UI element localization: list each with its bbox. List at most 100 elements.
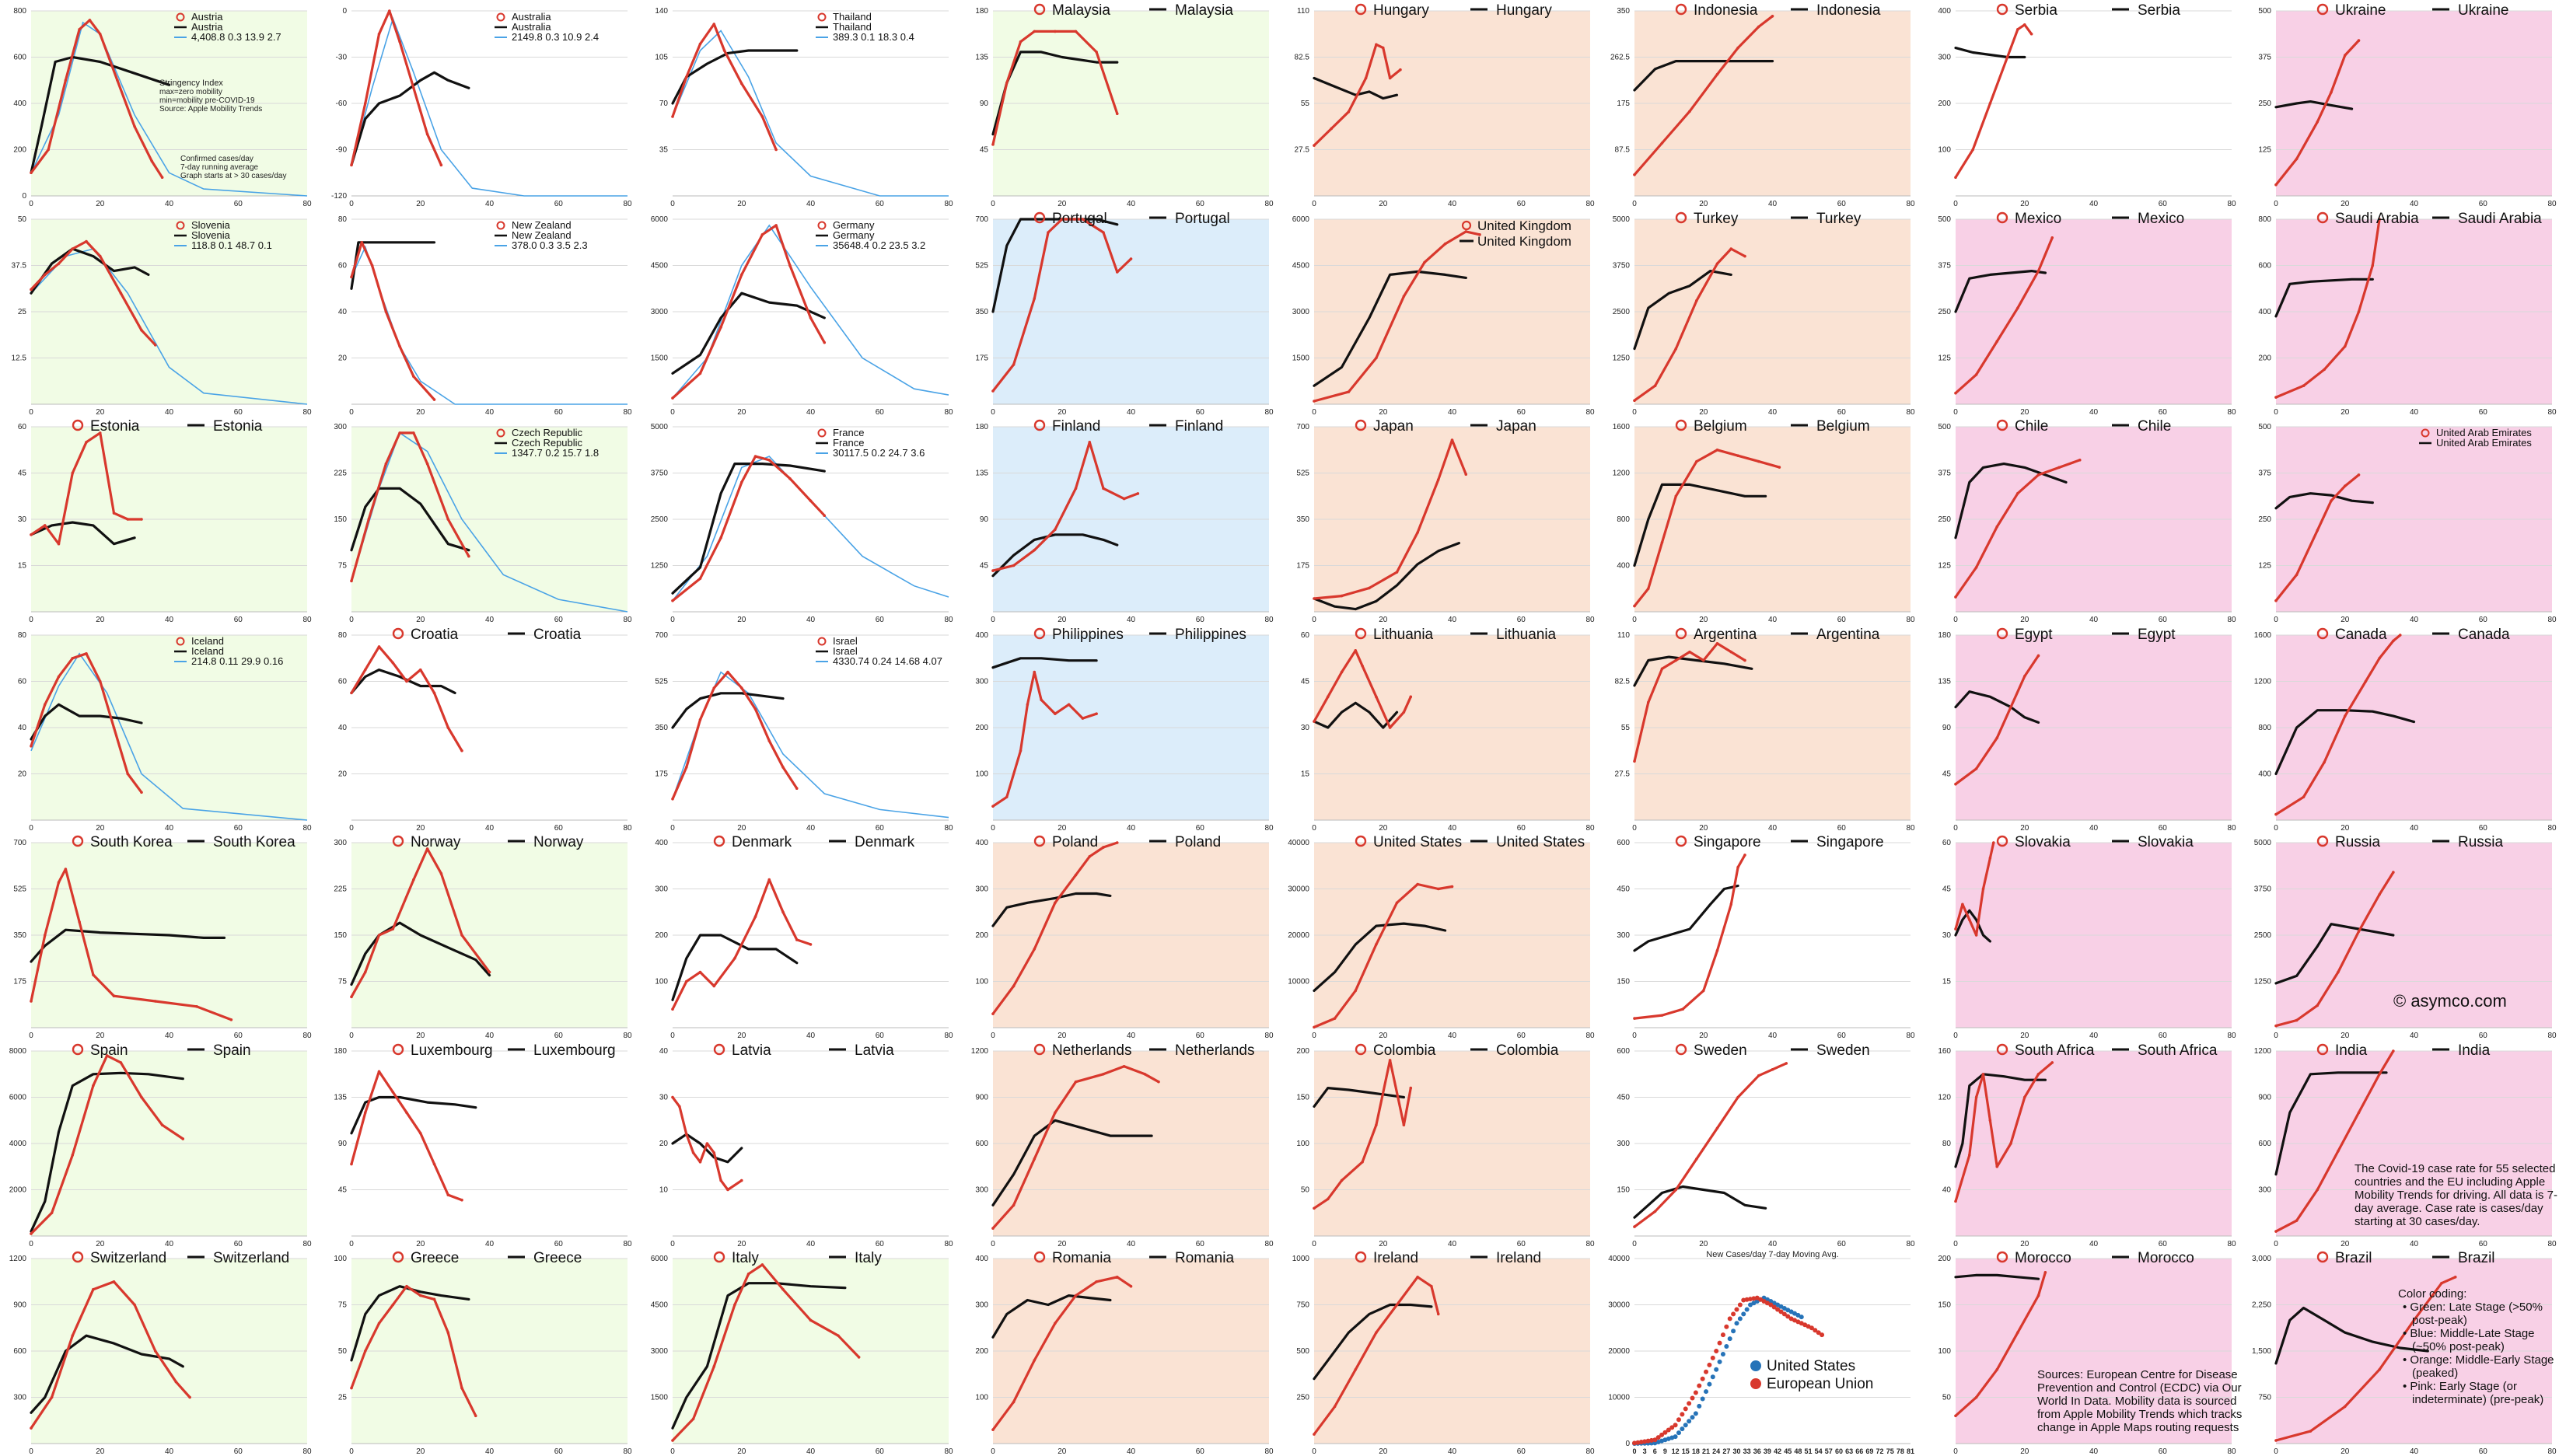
cases-point bbox=[2016, 28, 2019, 31]
legend-cases-marker bbox=[1033, 211, 1046, 224]
cases-point bbox=[1954, 595, 1957, 599]
cases-point bbox=[43, 703, 47, 707]
legend-label: Estonia bbox=[90, 418, 140, 435]
legend-label: Slovenia bbox=[191, 219, 231, 231]
cases-point bbox=[1012, 984, 1016, 988]
legend-cases-marker bbox=[1355, 1251, 1367, 1263]
legend-cases-marker bbox=[72, 835, 84, 847]
legend-marker bbox=[1750, 1378, 1761, 1389]
y-tick-label: 15 bbox=[1942, 978, 1952, 986]
cases-point bbox=[1646, 587, 1650, 591]
cases-point bbox=[2316, 1188, 2320, 1192]
x-tick-label: 0 bbox=[1632, 200, 1637, 208]
y-tick-label: 10 bbox=[659, 1186, 669, 1195]
x-tick-label: 80 bbox=[302, 1447, 312, 1456]
y-tick-label: 100 bbox=[1296, 1140, 1309, 1148]
data-point bbox=[1720, 1332, 1725, 1338]
legend-cases-marker bbox=[1996, 211, 2008, 224]
x-tick-label: 78 bbox=[1897, 1447, 1904, 1455]
cases-line bbox=[991, 1276, 1133, 1431]
x-tick-label: 20 bbox=[96, 1032, 105, 1040]
chart-panel-philippines: 100 200 300 400 0 20 40 60 80 Philippines Philippi… bbox=[962, 624, 1282, 833]
x-tick-label: 60 bbox=[2159, 408, 2168, 417]
y-tick-label: 525 bbox=[975, 262, 988, 271]
x-tick-label: 0 bbox=[1312, 1447, 1316, 1456]
cases-point bbox=[837, 1334, 840, 1337]
data-point bbox=[1652, 1437, 1658, 1443]
y-tick-label: 400 bbox=[975, 631, 988, 640]
legend-label: Slovenia bbox=[191, 229, 231, 241]
cases-point bbox=[1095, 712, 1098, 715]
chart-svg-brazil: 750 1,500 2,250 3,000 0 20 40 60 80 Brazil Brazil bbox=[2252, 1250, 2557, 1456]
cases-point bbox=[719, 326, 722, 329]
y-tick-label: 300 bbox=[2258, 1186, 2271, 1195]
cases-point bbox=[2050, 236, 2054, 239]
legend-label: Hungary bbox=[1373, 2, 1429, 19]
y-tick-label: 750 bbox=[2258, 1394, 2271, 1402]
legend-label: Japan bbox=[1373, 418, 1414, 435]
legend-label: Singapore bbox=[1694, 834, 1761, 850]
cases-point bbox=[2057, 466, 2061, 470]
cases-point bbox=[64, 79, 68, 82]
x-tick-label: 0 bbox=[1632, 408, 1637, 417]
data-point bbox=[1690, 1395, 1695, 1401]
chart-svg-greece: 25 50 75 100 0 20 40 60 80 Greece Greece bbox=[334, 1250, 632, 1456]
legend-label: United States bbox=[1496, 834, 1585, 850]
x-tick-label: 60 bbox=[1517, 616, 1526, 624]
data-point bbox=[1655, 1435, 1661, 1440]
mobility-index-line bbox=[671, 692, 785, 729]
cases-point bbox=[1326, 695, 1330, 699]
x-tick-label: 20 bbox=[1379, 824, 1388, 833]
x-tick-label: 40 bbox=[165, 1032, 174, 1040]
chart-panel-denmark: 100 200 300 400 0 20 40 60 80 Denmark Denmark bbox=[642, 832, 962, 1040]
cases-point bbox=[30, 171, 33, 175]
x-tick-label: 0 bbox=[29, 1032, 33, 1040]
cases-point bbox=[1157, 1080, 1160, 1084]
data-point bbox=[1690, 1415, 1695, 1420]
legend-cases-marker bbox=[392, 1251, 404, 1263]
x-tick-label: 80 bbox=[623, 1447, 632, 1456]
cases-point bbox=[1074, 1080, 1078, 1084]
cases-point bbox=[1954, 391, 1957, 395]
x-tick-label: 60 bbox=[1837, 1032, 1847, 1040]
y-tick-label: 600 bbox=[2258, 262, 2271, 271]
x-tick-label: 20 bbox=[1379, 408, 1388, 417]
chart-panel-us: 10000 20000 30000 40000 0 20 40 60 80 United Stat… bbox=[1283, 832, 1603, 1040]
x-tick-label: 0 bbox=[1312, 408, 1316, 417]
cases-point bbox=[1961, 903, 1964, 906]
legend-label: Czech Republic bbox=[512, 437, 583, 449]
cases-point bbox=[1660, 1014, 1664, 1017]
cases-point bbox=[2022, 1095, 2026, 1099]
x-tick-label: 0 bbox=[670, 200, 675, 208]
cases-point bbox=[2357, 473, 2361, 477]
cases-point bbox=[377, 1070, 381, 1074]
cases-point bbox=[2378, 1072, 2381, 1076]
x-tick-label: 40 bbox=[806, 824, 816, 833]
fit-line bbox=[30, 652, 308, 821]
y-tick-label: 100 bbox=[1938, 1347, 1951, 1356]
x-tick-label: 80 bbox=[2227, 408, 2236, 417]
cases-point bbox=[671, 1439, 674, 1442]
x-tick-label: 20 bbox=[416, 1447, 425, 1456]
legend-cases-marker bbox=[2316, 835, 2329, 847]
cases-point bbox=[98, 431, 102, 435]
cases-point bbox=[1715, 1126, 1719, 1130]
legend-label: Belgium bbox=[1816, 418, 1870, 435]
cases-point bbox=[1054, 1322, 1057, 1325]
legend-label: Mexico bbox=[2015, 211, 2061, 227]
y-tick-label: 55 bbox=[1621, 724, 1631, 732]
y-tick-label: 500 bbox=[1938, 215, 1951, 224]
cases-point bbox=[350, 1386, 353, 1390]
x-tick-label: 0 bbox=[1312, 1032, 1316, 1040]
legend-label: Israel bbox=[833, 645, 858, 657]
cases-point bbox=[1054, 528, 1057, 532]
cases-point bbox=[2016, 1331, 2019, 1334]
y-tick-label: 125 bbox=[1938, 354, 1951, 363]
legend-label: Poland bbox=[1052, 834, 1098, 850]
mobility-index-line bbox=[350, 71, 470, 166]
y-tick-label: 900 bbox=[13, 1301, 26, 1310]
y-tick-label: 45 bbox=[980, 146, 989, 155]
y-tick-label: 3000 bbox=[651, 308, 669, 316]
x-tick-label: 40 bbox=[1768, 408, 1778, 417]
